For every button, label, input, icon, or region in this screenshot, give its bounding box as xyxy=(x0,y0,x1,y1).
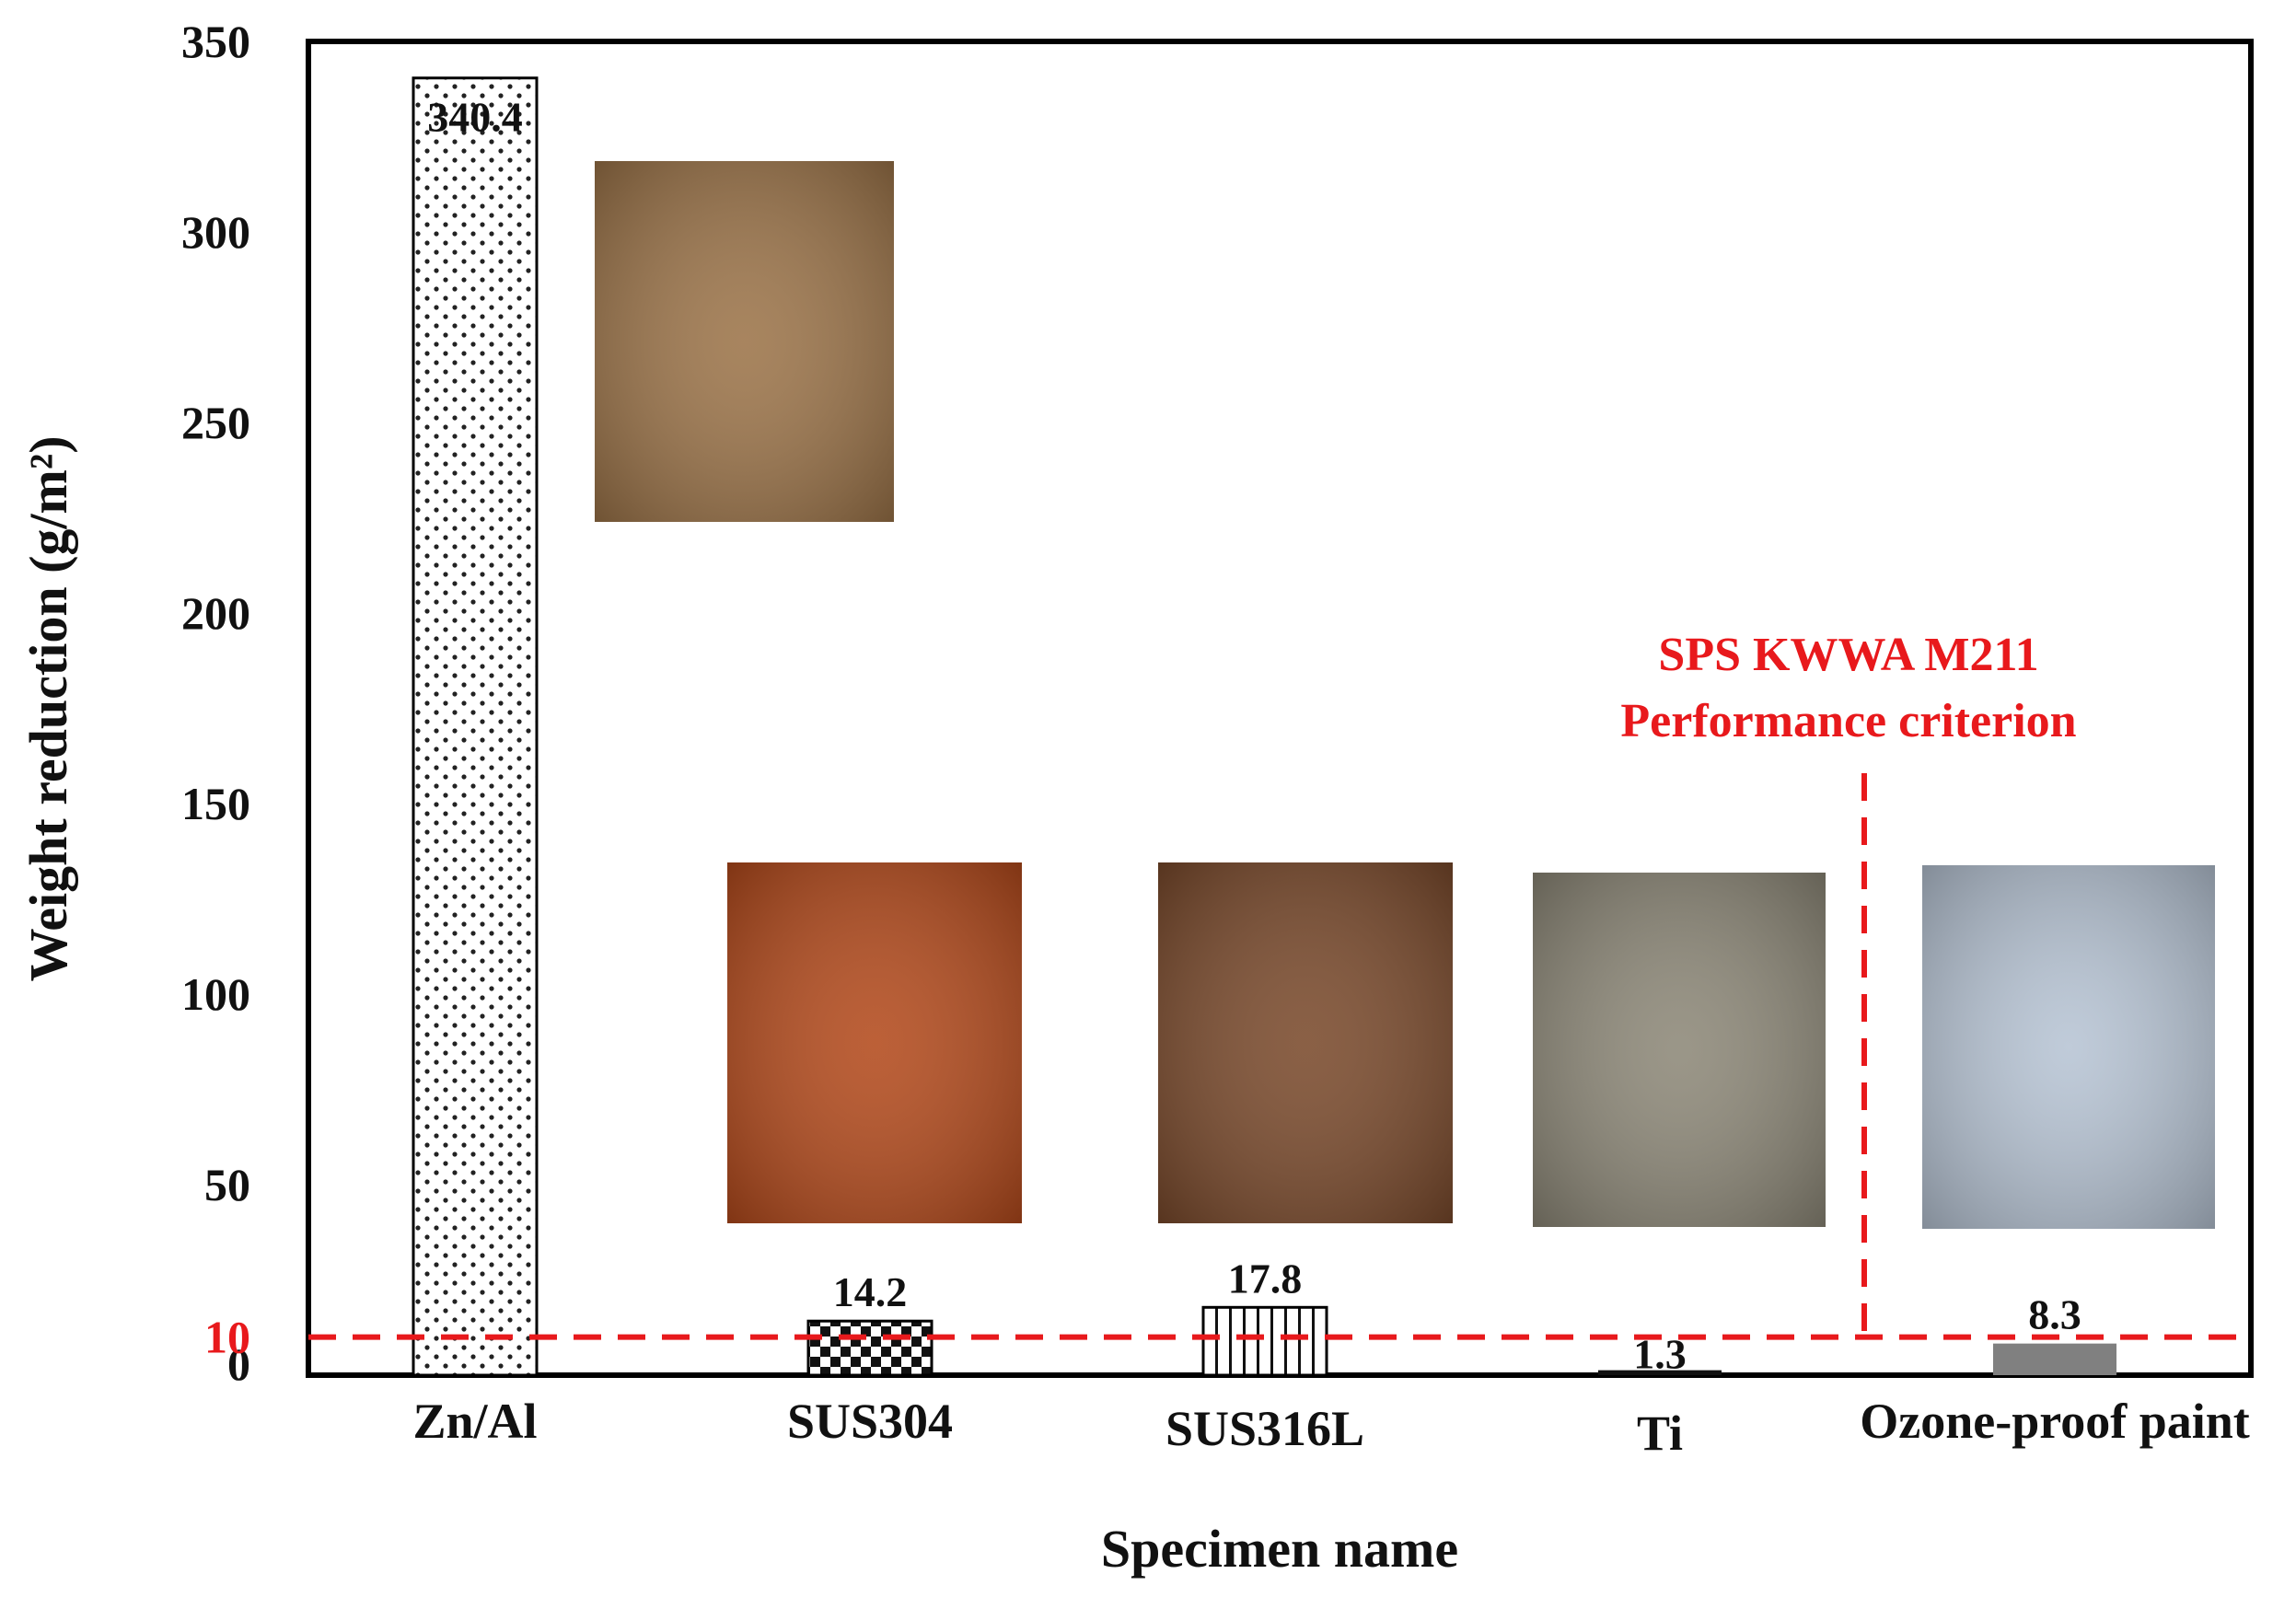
y-tick-label: 200 xyxy=(181,587,250,639)
x-category-label: SUS304 xyxy=(787,1394,953,1449)
y-tick-label: 150 xyxy=(181,778,250,829)
specimen-photo-shade xyxy=(1922,865,2215,1229)
criterion-subtitle: Performance criterion xyxy=(1620,695,2076,747)
x-category-label: SUS316L xyxy=(1165,1401,1364,1456)
bar-ozone-proof-paint xyxy=(1993,1343,2116,1375)
specimen-photo-shade xyxy=(1533,873,1826,1227)
criterion-title: SPS KWWA M211 xyxy=(1658,629,2038,681)
bar-zn-al xyxy=(412,76,539,1377)
x-category-label: Zn/Al xyxy=(412,1394,537,1449)
bars xyxy=(412,76,2116,1377)
y-axis-label: Weight reduction (g/m²) xyxy=(18,435,78,981)
y-tick-label: 100 xyxy=(181,968,250,1020)
bar-sus316l xyxy=(1201,1305,1328,1377)
x-category-label: Ti xyxy=(1637,1406,1683,1461)
y-tick-label: 0 xyxy=(227,1338,250,1390)
data-label: 8.3 xyxy=(2028,1291,2081,1338)
specimen-photo-shade xyxy=(727,862,1022,1223)
data-label: 340.4 xyxy=(427,94,523,141)
specimen-photos xyxy=(595,161,2215,1229)
y-tick-label: 50 xyxy=(204,1159,250,1210)
data-label: 14.2 xyxy=(833,1268,908,1315)
bar-sus304 xyxy=(806,1319,933,1377)
x-axis-categories: Zn/Al SUS304 SUS316L Ti Ozone-proof paint xyxy=(412,1394,2249,1461)
bar-ti xyxy=(1598,1370,1722,1375)
y-tick-label: 350 xyxy=(181,16,250,67)
specimen-photo-shade xyxy=(595,161,894,522)
data-labels: 340.414.2 17.81.38.3 xyxy=(427,94,2081,1378)
specimen-photo-shade xyxy=(1158,862,1453,1223)
y-tick-criterion: 10 xyxy=(204,1312,250,1363)
y-axis-ticks: 010 50 100 150 200 250 300 350 xyxy=(181,16,250,1390)
x-category-label: Ozone-proof paint xyxy=(1860,1394,2250,1449)
y-tick-label: 300 xyxy=(181,206,250,258)
criterion-group: SPS KWWA M211 Performance criterion xyxy=(308,629,2251,1340)
y-tick-label: 250 xyxy=(181,397,250,448)
data-label: 17.8 xyxy=(1228,1255,1303,1302)
x-axis-label: Specimen name xyxy=(1101,1519,1458,1579)
